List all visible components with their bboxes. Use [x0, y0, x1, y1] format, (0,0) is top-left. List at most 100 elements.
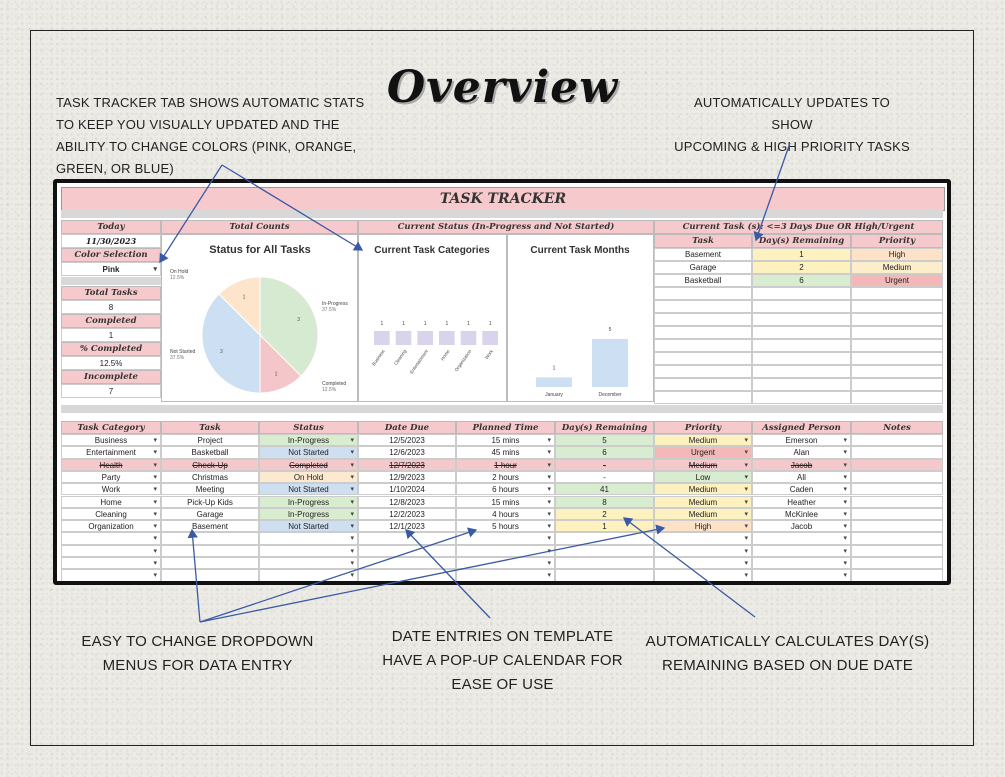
empty-cell[interactable]: [61, 544, 161, 557]
table-cell[interactable]: Health: [61, 458, 161, 471]
completed-header: Completed: [61, 314, 161, 328]
table-cell[interactable]: Party: [61, 470, 161, 484]
empty-cell: [851, 313, 943, 326]
current-task-col-header: Priority: [851, 234, 943, 248]
empty-cell: [555, 544, 654, 557]
chart-title: Current Task Months: [530, 245, 630, 256]
empty-cell[interactable]: [654, 532, 752, 545]
table-cell[interactable]: 45 mins: [456, 446, 555, 459]
table-cell[interactable]: Entertainment: [61, 446, 161, 459]
table-cell[interactable]: Organization: [61, 520, 161, 533]
table-cell[interactable]: 2 hours: [456, 470, 555, 484]
empty-cell[interactable]: [456, 569, 555, 581]
empty-cell[interactable]: [654, 544, 752, 557]
table-cell[interactable]: On Hold: [259, 470, 358, 484]
empty-cell[interactable]: [61, 557, 161, 570]
table-cell: -: [555, 458, 654, 471]
current-task-col-header: Day(s) Remaining: [752, 234, 851, 248]
empty-cell: [851, 544, 943, 557]
table-cell[interactable]: All: [752, 470, 851, 484]
empty-cell[interactable]: [259, 557, 358, 570]
empty-cell: [752, 313, 851, 326]
table-cell[interactable]: Low: [654, 470, 752, 484]
table-cell[interactable]: 1 hour: [456, 458, 555, 471]
table-cell: [851, 507, 943, 521]
table-col-header: Planned Time: [456, 421, 555, 434]
table-cell[interactable]: 5 hours: [456, 520, 555, 533]
empty-cell[interactable]: [654, 569, 752, 581]
table-cell[interactable]: McKinlee: [752, 507, 851, 521]
table-cell[interactable]: Not Started: [259, 446, 358, 459]
pie-value-label: 3: [297, 317, 300, 323]
table-cell[interactable]: In-Progress: [259, 495, 358, 508]
table-cell[interactable]: Medium: [654, 483, 752, 496]
empty-cell[interactable]: [752, 532, 851, 545]
table-cell: 1: [555, 520, 654, 533]
empty-cell[interactable]: [61, 532, 161, 545]
table-cell[interactable]: 6 hours: [456, 483, 555, 496]
table-cell[interactable]: Cleaning: [61, 507, 161, 521]
table-cell[interactable]: In-Progress: [259, 434, 358, 447]
current-task-cell: 2: [752, 261, 851, 274]
table-cell[interactable]: 15 mins: [456, 434, 555, 447]
bar: [536, 377, 572, 387]
table-cell[interactable]: Medium: [654, 458, 752, 471]
table-cell[interactable]: Work: [61, 483, 161, 496]
divider: [61, 210, 943, 218]
empty-cell[interactable]: [752, 557, 851, 570]
empty-cell[interactable]: [654, 557, 752, 570]
empty-cell: [654, 352, 752, 365]
table-cell[interactable]: Home: [61, 495, 161, 508]
table-cell: 6: [555, 446, 654, 459]
table-cell[interactable]: High: [654, 520, 752, 533]
empty-cell[interactable]: [61, 569, 161, 581]
table-cell[interactable]: 4 hours: [456, 507, 555, 521]
empty-cell: [654, 378, 752, 391]
color-selection-header: Color Selection: [61, 248, 161, 262]
table-cell: Meeting: [161, 483, 259, 496]
empty-cell[interactable]: [456, 544, 555, 557]
divider: [61, 277, 161, 285]
table-cell[interactable]: Not Started: [259, 483, 358, 496]
empty-cell: [851, 326, 943, 339]
pie-slice: [201, 293, 261, 394]
table-cell: Pick-Up Kids: [161, 495, 259, 508]
table-cell[interactable]: Jacob: [752, 520, 851, 533]
table-cell[interactable]: Medium: [654, 434, 752, 447]
table-cell[interactable]: Alan: [752, 446, 851, 459]
bar-category-label: Organization: [454, 348, 473, 372]
table-cell[interactable]: Business: [61, 434, 161, 447]
table-cell[interactable]: Not Started: [259, 520, 358, 533]
table-cell[interactable]: Caden: [752, 483, 851, 496]
color-selection-dropdown[interactable]: Pink: [61, 262, 161, 276]
table-cell[interactable]: In-Progress: [259, 507, 358, 521]
empty-cell[interactable]: [259, 532, 358, 545]
empty-cell: [358, 532, 456, 545]
table-cell[interactable]: Medium: [654, 495, 752, 508]
pie-slice-label: Completed: [322, 381, 346, 387]
empty-cell: [654, 339, 752, 352]
task-categories-chart: Current Task Categories 1 Business 1 Cleanin…: [371, 245, 498, 375]
bar-category-label: Entertainment: [409, 348, 430, 374]
note-line: EASE OF USE: [451, 676, 554, 693]
table-cell[interactable]: 15 mins: [456, 495, 555, 508]
table-cell[interactable]: Jacob: [752, 458, 851, 471]
table-cell[interactable]: Emerson: [752, 434, 851, 447]
months-chart-panel: Current Task Months 1 January 5 December: [507, 234, 654, 402]
empty-cell[interactable]: [752, 544, 851, 557]
empty-cell: [654, 313, 752, 326]
empty-cell: [851, 287, 943, 300]
empty-cell: [851, 569, 943, 581]
empty-cell: [752, 391, 851, 404]
empty-cell[interactable]: [456, 532, 555, 545]
empty-cell: [752, 339, 851, 352]
empty-cell[interactable]: [456, 557, 555, 570]
empty-cell: [161, 557, 259, 570]
table-cell[interactable]: Heather: [752, 495, 851, 508]
table-cell[interactable]: Medium: [654, 507, 752, 521]
table-cell[interactable]: Urgent: [654, 446, 752, 459]
table-cell[interactable]: Completed: [259, 458, 358, 471]
empty-cell[interactable]: [259, 569, 358, 581]
empty-cell[interactable]: [259, 544, 358, 557]
empty-cell[interactable]: [752, 569, 851, 581]
